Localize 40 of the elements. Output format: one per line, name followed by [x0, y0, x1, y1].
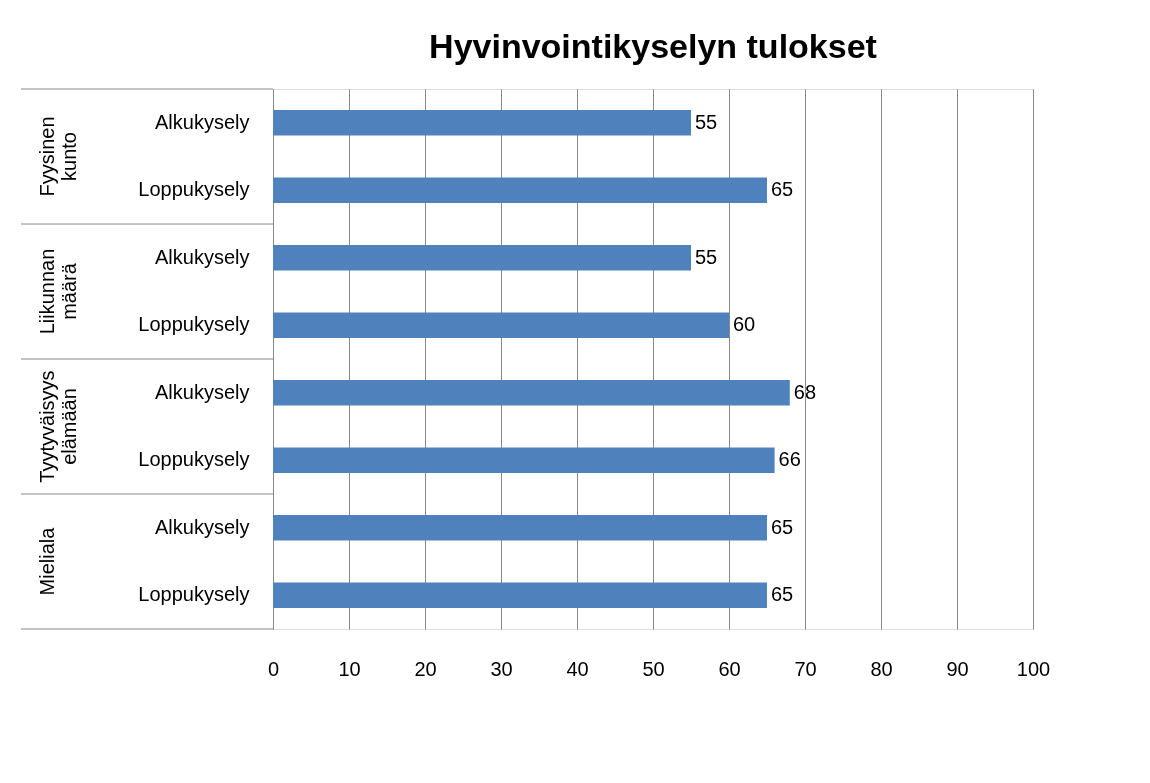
x-tick-label: 30: [490, 657, 513, 680]
data-label: 55: [695, 245, 718, 268]
x-tick-label: 20: [414, 657, 437, 680]
bar: [273, 244, 691, 271]
x-tick-label: 0: [267, 657, 280, 680]
x-tick-label: 50: [642, 657, 665, 680]
x-tick-label: 10: [338, 657, 361, 680]
bar: [273, 109, 691, 136]
data-label: 68: [793, 380, 817, 403]
y-tick-label: Alkukysely: [155, 245, 250, 268]
text: Fyysinen kunto: [36, 116, 80, 197]
x-tick-label: 70: [794, 657, 817, 680]
chart-title: Hyvinvointikyselyn tulokset: [429, 26, 877, 65]
bar: [273, 582, 767, 609]
y-tick-label: Loppukysely: [138, 448, 250, 471]
y-tick-label: Loppukysely: [138, 583, 250, 606]
y-tick-label: Alkukysely: [155, 110, 250, 133]
data-label: 65: [771, 178, 794, 201]
bar: [273, 514, 767, 541]
data-label: 55: [695, 110, 718, 133]
bar: [273, 312, 729, 339]
data-label: 65: [771, 583, 794, 606]
x-tick-label: 90: [946, 657, 969, 680]
bar: [273, 379, 790, 406]
data-label: 60: [733, 313, 756, 336]
x-tick-label: 60: [718, 657, 741, 680]
data-label: 65: [771, 515, 794, 538]
text: Tyytyväisyys elämään: [36, 370, 80, 483]
y-tick-label: Alkukysely: [155, 380, 250, 403]
data-label: 66: [778, 448, 801, 471]
y-tick-label: Alkukysely: [155, 515, 250, 538]
y-tick-label: Loppukysely: [138, 178, 250, 201]
text: Mieliala: [36, 526, 58, 596]
x-tick-label: 40: [566, 657, 589, 680]
bar: [273, 447, 775, 474]
x-tick-label: 100: [1016, 657, 1051, 680]
bar: [273, 177, 767, 204]
y-tick-label: Loppukysely: [138, 313, 250, 336]
x-tick-label: 80: [870, 657, 893, 680]
text: Liikunnan määrä: [36, 248, 80, 335]
